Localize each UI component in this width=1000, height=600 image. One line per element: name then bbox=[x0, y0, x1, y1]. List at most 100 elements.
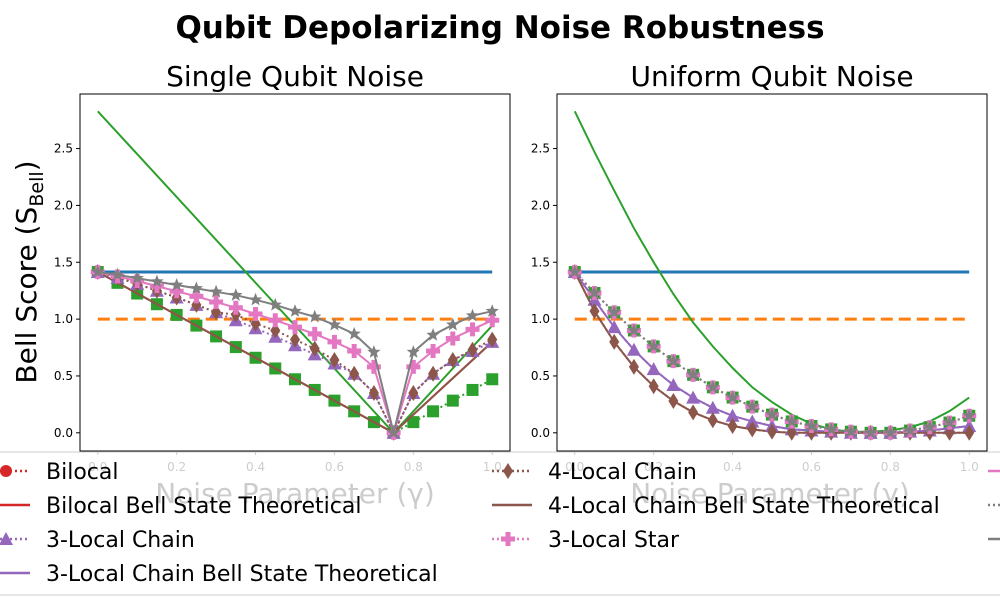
data-point-gray-data bbox=[745, 399, 759, 413]
data-point-3-local-star bbox=[327, 334, 342, 349]
data-point-3-local-star bbox=[169, 284, 184, 299]
data-point-gray-data bbox=[170, 278, 184, 291]
legend-entry: 4-Local Chain Bell State Theoretical bbox=[492, 494, 940, 519]
y-tick-label: 0.0 bbox=[531, 426, 550, 440]
data-point-3-local-chain bbox=[705, 400, 720, 414]
data-point-3-local-star bbox=[307, 326, 322, 341]
legend-marker bbox=[503, 463, 513, 479]
data-point-gray-data bbox=[686, 367, 700, 381]
legend-frame bbox=[0, 451, 1000, 596]
data-point-gray-data bbox=[607, 305, 621, 318]
data-point-3-local-chain bbox=[686, 390, 701, 404]
data-point-gray-data bbox=[568, 265, 582, 278]
data-point-3-local-chain bbox=[725, 408, 740, 422]
data-point-4-local-chain bbox=[609, 333, 620, 350]
data-point-4-local-chain bbox=[648, 378, 659, 395]
data-point-gray-data bbox=[327, 317, 342, 331]
data-point-4-local-chain bbox=[428, 365, 439, 382]
data-point-gray-data bbox=[150, 274, 164, 288]
data-point-gray-data bbox=[785, 414, 799, 428]
data-point-gray-data bbox=[268, 297, 282, 311]
data-point-green-data bbox=[407, 416, 420, 429]
data-point-4-local-chain bbox=[309, 340, 320, 357]
data-point-4-local-chain bbox=[467, 341, 478, 358]
plot-area bbox=[90, 110, 500, 441]
data-point-3-local-star bbox=[268, 313, 283, 328]
data-point-3-local-star bbox=[485, 313, 500, 328]
legend: Bilocal Bilocal Bell State Theoretical 3-L… bbox=[0, 451, 1000, 596]
data-point-gray-data bbox=[465, 308, 480, 322]
y-tick-label: 1.5 bbox=[531, 255, 550, 269]
data-point-4-local-chain bbox=[668, 392, 679, 409]
data-point-green-data bbox=[466, 383, 479, 396]
legend-entry: 3-Local Star bbox=[492, 528, 680, 553]
data-point-green-data bbox=[486, 373, 499, 386]
data-point-4-local-chain bbox=[487, 331, 498, 348]
y-tick-label: 1.5 bbox=[54, 255, 73, 269]
data-point-4-local-chain bbox=[589, 303, 600, 320]
legend-entry: Bilocal Bell State Theoretical bbox=[0, 494, 361, 519]
data-point-4-local-chain bbox=[786, 424, 797, 441]
data-point-4-local-chain bbox=[707, 412, 718, 429]
data-point-gray-data bbox=[485, 304, 499, 317]
data-point-3-local-star bbox=[189, 289, 204, 304]
data-point-3-local-chain bbox=[607, 320, 622, 334]
data-point-gray-data bbox=[308, 309, 322, 323]
legend-label: 4-Local Chain bbox=[548, 460, 697, 485]
data-point-gray-data bbox=[647, 339, 661, 353]
y-axis-label: Bell Score (SBell) bbox=[10, 160, 48, 383]
legend-label: 4-Local Chain Bell State Theoretical bbox=[548, 494, 940, 519]
data-point-3-local-chain bbox=[626, 342, 641, 356]
y-tick-label: 0.5 bbox=[54, 369, 73, 383]
data-point-gray-data bbox=[248, 292, 263, 306]
data-point-3-local-star bbox=[347, 343, 362, 358]
data-point-3-local-star bbox=[426, 343, 441, 358]
legend-label: Bilocal Bell State Theoretical bbox=[46, 494, 361, 519]
y-tick-label: 1.0 bbox=[531, 312, 550, 326]
legend-label: 3-Local Chain Bell State Theoretical bbox=[46, 562, 438, 587]
legend-entry: 3-Local Chain Bell State Theoretical bbox=[0, 562, 438, 587]
y-tick-label: 0.5 bbox=[531, 369, 550, 383]
data-point-gray-data bbox=[725, 390, 740, 404]
data-point-gray-data bbox=[844, 424, 858, 438]
data-point-gray-data bbox=[942, 415, 957, 429]
data-point-3-local-star bbox=[228, 300, 243, 315]
data-point-4-local-chain bbox=[349, 365, 360, 382]
legend-label: 3-Local Star bbox=[548, 528, 680, 553]
data-point-gray-data bbox=[426, 328, 440, 341]
data-point-gray-data bbox=[288, 304, 302, 317]
data-point-gray-data bbox=[804, 419, 819, 432]
plot-area bbox=[567, 110, 977, 441]
data-point-gray-data bbox=[130, 271, 144, 284]
data-point-4-local-chain bbox=[767, 423, 777, 440]
data-point-3-local-chain bbox=[666, 378, 681, 392]
data-point-4-local-chain bbox=[408, 385, 419, 402]
data-point-4-local-chain bbox=[447, 352, 458, 369]
data-point-3-local-star bbox=[209, 295, 224, 310]
legend-marker bbox=[501, 532, 515, 546]
data-point-3-local-star bbox=[288, 320, 302, 335]
data-point-4-local-chain bbox=[688, 404, 699, 421]
data-point-gray-data bbox=[406, 345, 420, 358]
data-point-gray-data bbox=[347, 326, 361, 340]
figure-title: Qubit Depolarizing Noise Robustness bbox=[175, 10, 824, 46]
data-point-4-local-chain bbox=[290, 331, 300, 348]
legend-marker bbox=[0, 532, 13, 545]
data-point-4-local-chain bbox=[329, 352, 340, 369]
data-point-gray-data bbox=[627, 323, 641, 337]
data-point-gray-data bbox=[189, 281, 203, 295]
data-point-gray-data bbox=[91, 265, 105, 278]
data-point-gray-data bbox=[387, 425, 401, 439]
data-point-gray-data bbox=[824, 422, 838, 436]
data-point-3-local-chain bbox=[646, 362, 661, 376]
data-point-gray-data bbox=[706, 380, 720, 393]
data-point-gray-data bbox=[765, 407, 779, 421]
data-point-3-local-star bbox=[465, 322, 480, 337]
axes-frame bbox=[556, 93, 988, 452]
data-point-gray-data bbox=[883, 425, 897, 439]
legend-marker bbox=[0, 465, 12, 477]
data-point-gray-data bbox=[110, 267, 125, 281]
data-point-4-local-chain bbox=[368, 385, 379, 402]
y-tick-label: 2.0 bbox=[54, 198, 73, 212]
y-tick-label: 2.5 bbox=[531, 142, 550, 156]
